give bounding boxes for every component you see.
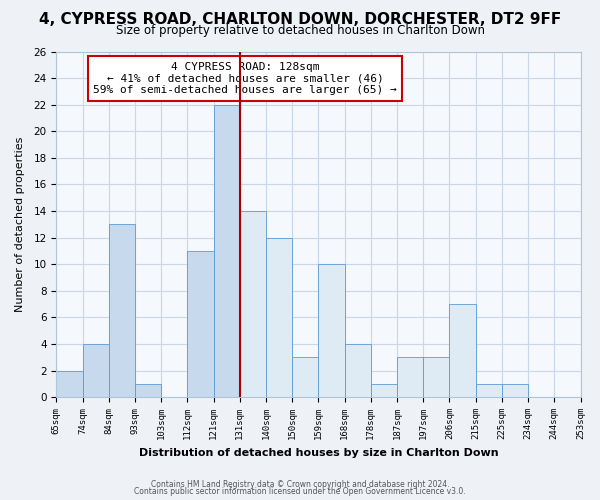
Text: Size of property relative to detached houses in Charlton Down: Size of property relative to detached ho… bbox=[115, 24, 485, 37]
Bar bbox=[292, 358, 319, 397]
Bar bbox=[397, 358, 423, 397]
Bar bbox=[83, 344, 109, 397]
Text: Contains HM Land Registry data © Crown copyright and database right 2024.: Contains HM Land Registry data © Crown c… bbox=[151, 480, 449, 489]
Bar bbox=[371, 384, 397, 397]
Text: 4, CYPRESS ROAD, CHARLTON DOWN, DORCHESTER, DT2 9FF: 4, CYPRESS ROAD, CHARLTON DOWN, DORCHEST… bbox=[39, 12, 561, 28]
Bar bbox=[240, 211, 266, 397]
Bar bbox=[187, 251, 214, 397]
X-axis label: Distribution of detached houses by size in Charlton Down: Distribution of detached houses by size … bbox=[139, 448, 498, 458]
Bar bbox=[502, 384, 528, 397]
Text: 4 CYPRESS ROAD: 128sqm
← 41% of detached houses are smaller (46)
59% of semi-det: 4 CYPRESS ROAD: 128sqm ← 41% of detached… bbox=[93, 62, 397, 95]
Bar bbox=[214, 104, 240, 397]
Bar bbox=[423, 358, 449, 397]
Bar bbox=[344, 344, 371, 397]
Bar bbox=[449, 304, 476, 397]
Bar bbox=[476, 384, 502, 397]
Text: Contains public sector information licensed under the Open Government Licence v3: Contains public sector information licen… bbox=[134, 487, 466, 496]
Bar bbox=[135, 384, 161, 397]
Bar bbox=[319, 264, 344, 397]
Bar bbox=[266, 238, 292, 397]
Y-axis label: Number of detached properties: Number of detached properties bbox=[15, 136, 25, 312]
Bar bbox=[109, 224, 135, 397]
Bar bbox=[56, 370, 83, 397]
